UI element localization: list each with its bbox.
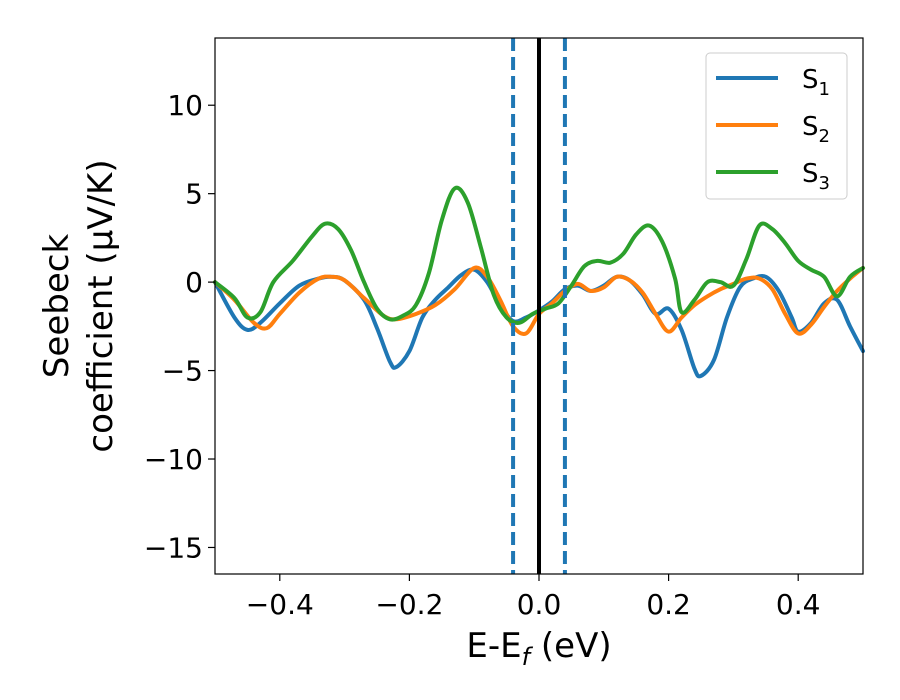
reference-lines (511, 38, 567, 574)
x-tick-label: 0.4 (776, 588, 821, 621)
x-tick-label: 0.0 (517, 588, 562, 621)
y-tick-label: 10 (167, 89, 203, 122)
y-tick-label: 5 (185, 178, 203, 211)
y-axis-label-line1: Seebeck (37, 234, 77, 379)
legend-label-s1: S1 (802, 65, 830, 100)
y-axis-label-line2: coefficient (μV/K) (81, 159, 121, 452)
legend-label-s2: S2 (802, 112, 830, 147)
series-lines (213, 185, 865, 379)
y-tick-label: −10 (144, 443, 203, 476)
legend: S1 S2 S3 (705, 52, 848, 200)
x-tick-label: −0.2 (375, 588, 443, 621)
x-axis-ticks: −0.4 −0.2 0.0 0.2 0.4 (246, 574, 821, 621)
y-axis-label: Seebeck coefficient (μV/K) (37, 159, 121, 452)
legend-label-s3: S3 (802, 159, 830, 194)
x-tick-label: 0.2 (646, 588, 691, 621)
y-tick-label: 0 (185, 266, 203, 299)
x-tick-label: −0.4 (246, 588, 314, 621)
y-axis-ticks: −15 −10 −5 0 5 10 (144, 89, 215, 564)
x-axis-label: E-Ef (eV) (466, 626, 611, 671)
y-tick-label: −5 (162, 355, 203, 388)
y-tick-label: −15 (144, 531, 203, 564)
series-line-s3 (213, 185, 865, 325)
